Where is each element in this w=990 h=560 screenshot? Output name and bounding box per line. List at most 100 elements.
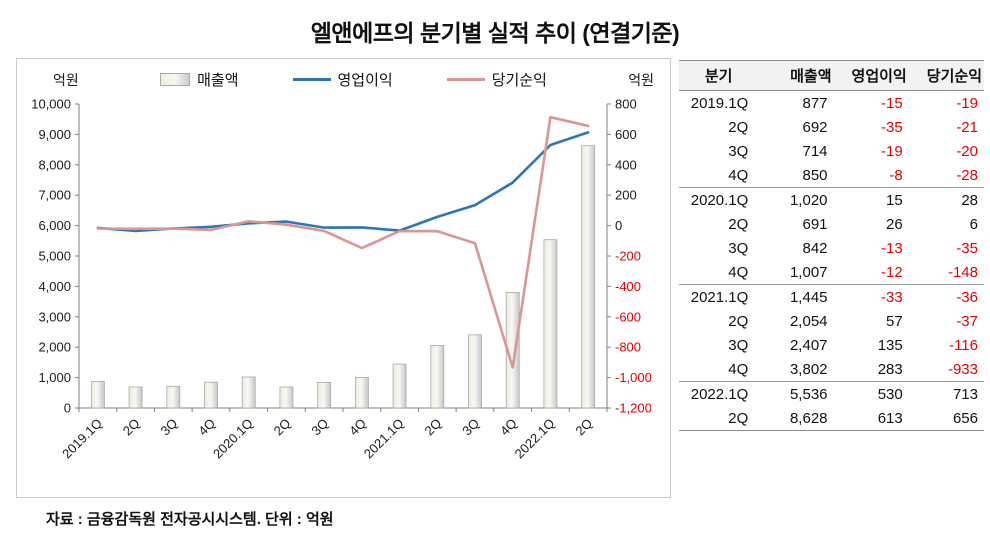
header-operating-profit: 영업이익 bbox=[833, 60, 909, 91]
value-cell: 877 bbox=[802, 94, 828, 112]
value-cell: -20 bbox=[956, 142, 978, 160]
revenue-bar bbox=[468, 334, 482, 409]
value-cell: -21 bbox=[956, 118, 978, 136]
legend-item-net-profit: 당기순익 bbox=[446, 69, 547, 90]
value-cell: -35 bbox=[956, 239, 978, 257]
value-cell: 26 bbox=[886, 215, 903, 233]
right-axis-tick-label: 200 bbox=[615, 188, 637, 203]
value-cell: 692 bbox=[802, 118, 828, 136]
table-row: 3Q 714 -19 -20 bbox=[679, 139, 984, 163]
x-axis-category-label: 4Q bbox=[346, 416, 369, 439]
left-axis-tick-label: 4,000 bbox=[38, 279, 71, 294]
quarter-cell: 3Q bbox=[728, 142, 749, 160]
value-cell: -933 bbox=[947, 360, 978, 378]
revenue-bar bbox=[581, 145, 596, 409]
revenue-bar bbox=[317, 382, 332, 409]
quarter-cell: 4Q bbox=[728, 166, 749, 184]
value-cell: 714 bbox=[802, 142, 828, 160]
value-cell: 1,007 bbox=[789, 263, 828, 281]
value-cell: -36 bbox=[908, 284, 984, 309]
right-axis-tick-label: -800 bbox=[615, 340, 641, 355]
table-row: 2019.1Q 877 -15 -19 bbox=[679, 91, 984, 116]
left-axis-unit-label: 억원 bbox=[53, 71, 79, 88]
value-cell: -33 bbox=[833, 284, 909, 309]
value-cell: -148 bbox=[947, 263, 978, 281]
value-cell: 1,445 bbox=[758, 284, 834, 309]
quarter-cell: 2020.1Q bbox=[679, 187, 759, 212]
header-net-profit: 당기순익 bbox=[908, 60, 984, 91]
right-axis-tick-label: 800 bbox=[615, 97, 637, 112]
source-note: 자료 : 금융감독원 전자공시시스템. 단위 : 억원 bbox=[46, 511, 334, 528]
chart-panel: 억원 매출액 영업이익 당기순익 억원 bbox=[16, 58, 671, 498]
quarter-cell: 2021.1Q bbox=[679, 284, 759, 309]
x-axis-category-label: 2019.1Q bbox=[59, 416, 105, 462]
quarter-cell: 3Q bbox=[728, 239, 749, 257]
right-axis-tick-label: 600 bbox=[615, 127, 637, 142]
right-axis-tick-label: -1,000 bbox=[615, 370, 652, 385]
value-cell: 135 bbox=[877, 336, 903, 354]
revenue-bar bbox=[166, 385, 181, 409]
x-axis-category-label: 2Q bbox=[572, 416, 595, 439]
value-cell: 613 bbox=[833, 406, 909, 431]
value-cell: 28 bbox=[908, 187, 984, 212]
x-axis-category-label: 3Q bbox=[459, 416, 482, 439]
revenue-bar bbox=[430, 345, 445, 409]
x-axis-category-label: 2Q bbox=[271, 416, 294, 439]
left-axis-tick-label: 10,000 bbox=[31, 97, 71, 112]
revenue-bar bbox=[354, 376, 369, 409]
quarter-cell: 2Q bbox=[679, 406, 759, 431]
revenue-bar bbox=[392, 363, 407, 409]
value-cell: 283 bbox=[877, 360, 903, 378]
legend-label-net-profit: 당기순익 bbox=[491, 72, 547, 89]
right-axis-tick-label: -200 bbox=[615, 249, 641, 264]
legend-label-revenue: 매출액 bbox=[197, 72, 239, 89]
value-cell: -19 bbox=[881, 142, 903, 160]
left-axis-tick-label: 6,000 bbox=[38, 218, 71, 233]
left-axis-tick-label: 2,000 bbox=[38, 340, 71, 355]
right-axis-tick-label: 400 bbox=[615, 157, 637, 172]
value-cell: -12 bbox=[881, 263, 903, 281]
legend-label-operating-profit: 영업이익 bbox=[337, 72, 393, 89]
value-cell: 713 bbox=[908, 381, 984, 406]
revenue-bar-swatch-icon bbox=[160, 73, 191, 86]
quarter-cell: 2Q bbox=[728, 118, 749, 136]
value-cell: 5,536 bbox=[758, 381, 834, 406]
table-header-row: 분기 매출액 영업이익 당기순익 bbox=[679, 60, 984, 91]
revenue-bar bbox=[241, 376, 256, 409]
x-axis-category-label: 2Q bbox=[422, 416, 445, 439]
value-cell: 15 bbox=[833, 187, 909, 212]
content: 억원 매출액 영업이익 당기순익 억원 bbox=[0, 54, 990, 498]
legend-item-operating-profit: 영업이익 bbox=[292, 69, 393, 90]
legend-item-revenue: 매출액 bbox=[160, 69, 239, 90]
left-axis-tick-label: 3,000 bbox=[38, 309, 71, 324]
legend-items: 매출액 영업이익 당기순익 bbox=[79, 69, 628, 90]
value-cell: -13 bbox=[881, 239, 903, 257]
table-row: 4Q 1,007 -12 -148 bbox=[679, 260, 984, 285]
table-row: 2022.1Q 5,536 530 713 bbox=[679, 381, 984, 406]
value-cell: 691 bbox=[802, 215, 828, 233]
table-row: 4Q 3,802 283 -933 bbox=[679, 357, 984, 382]
left-axis-tick-label: 9,000 bbox=[38, 127, 71, 142]
header-quarter: 분기 bbox=[679, 60, 759, 91]
net-profit-line-swatch-icon bbox=[446, 78, 485, 81]
value-cell: 1,020 bbox=[758, 187, 834, 212]
right-axis-unit-label: 억원 bbox=[628, 71, 654, 88]
left-axis-tick-label: 5,000 bbox=[38, 249, 71, 264]
table-row: 2Q 691 26 6 bbox=[679, 212, 984, 236]
value-cell: -19 bbox=[956, 94, 978, 112]
revenue-bar bbox=[204, 381, 218, 409]
x-axis-category-label: 2Q bbox=[120, 416, 143, 439]
right-axis-tick-label: -600 bbox=[615, 309, 641, 324]
right-axis-tick-label: 0 bbox=[615, 218, 622, 233]
operating-profit-line bbox=[96, 131, 590, 233]
value-cell: 842 bbox=[802, 239, 828, 257]
value-cell: 2,054 bbox=[789, 312, 828, 330]
x-axis-category-label: 2021.1Q bbox=[361, 416, 407, 462]
table-row: 2Q 2,054 57 -37 bbox=[679, 309, 984, 333]
value-cell: 6 bbox=[969, 215, 978, 233]
operating-profit-line-swatch-icon bbox=[292, 78, 331, 81]
right-axis-tick-label: -1,200 bbox=[615, 401, 652, 416]
quarter-cell: 2Q bbox=[728, 215, 749, 233]
revenue-bar bbox=[543, 239, 558, 409]
